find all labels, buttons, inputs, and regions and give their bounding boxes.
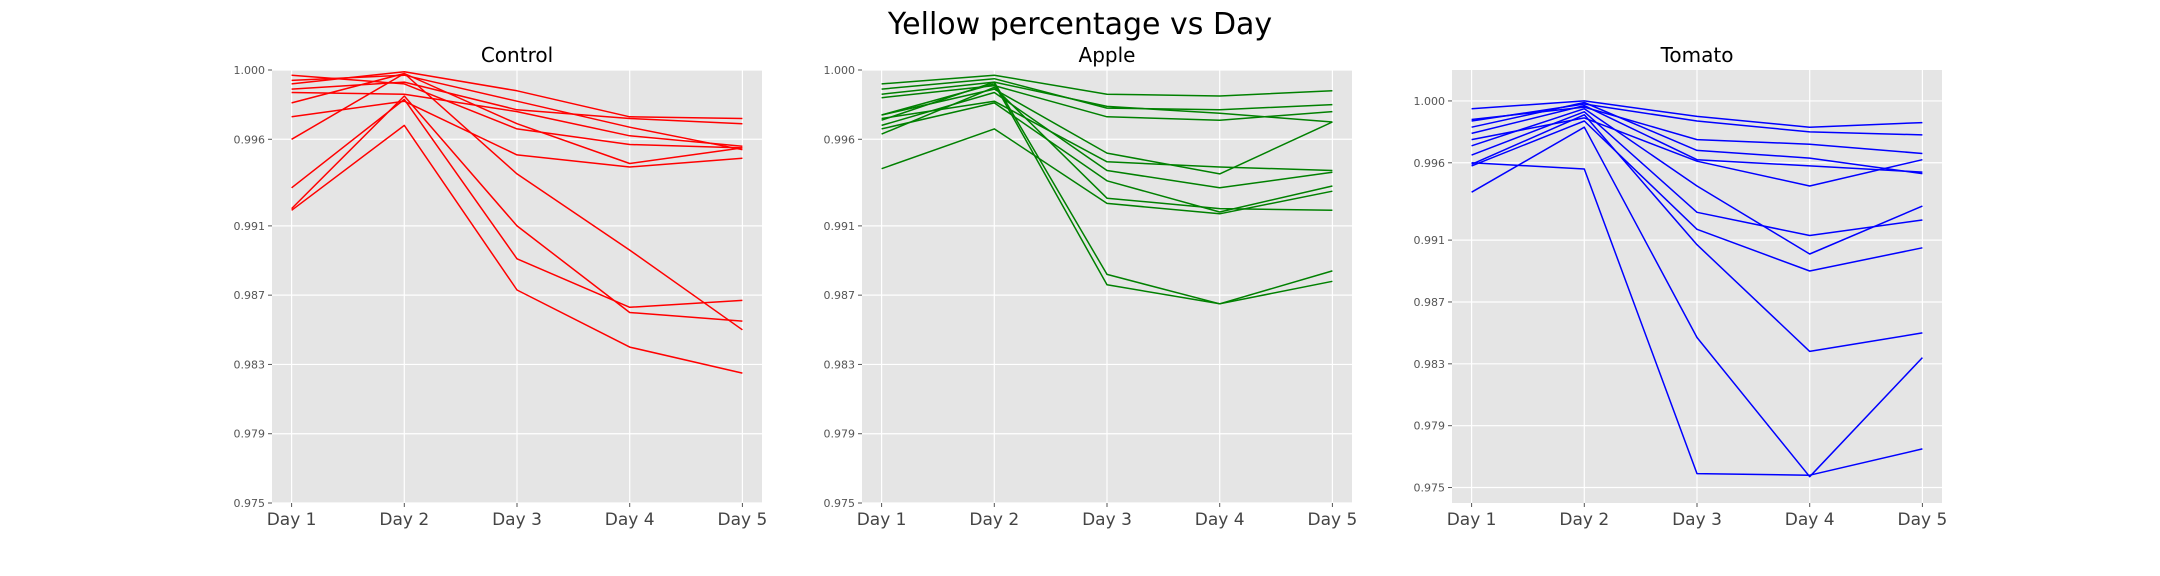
subplot-title: Apple <box>1079 43 1136 67</box>
y-tick-label: 1.000 <box>824 64 856 77</box>
series-group <box>881 74 1333 305</box>
series-line <box>881 100 1333 172</box>
series-line <box>291 70 743 120</box>
y-tick-label: 0.975 <box>1414 482 1446 495</box>
y-tick-label: 0.991 <box>1414 234 1446 247</box>
series-line <box>291 74 743 151</box>
y-tick-label: 0.996 <box>1414 157 1446 170</box>
series-line <box>1471 117 1923 187</box>
x-tick-label: Day 5 <box>718 510 768 530</box>
series-line <box>291 95 743 322</box>
series-line <box>1471 107 1923 255</box>
x-tick-label: Day 2 <box>379 510 429 530</box>
x-tick-label: Day 4 <box>1785 510 1835 530</box>
series-group <box>1471 100 1923 478</box>
series-line <box>881 88 1333 175</box>
y-tick-label: 0.987 <box>1414 296 1446 309</box>
y-tick-label: 1.000 <box>234 64 266 77</box>
series-line <box>291 100 743 168</box>
subplot-title: Tomato <box>1660 43 1734 67</box>
series-line <box>881 77 1333 111</box>
series-line <box>291 72 743 331</box>
series-line <box>881 81 1333 123</box>
x-tick-label: Day 1 <box>267 510 317 530</box>
series-line <box>291 81 743 125</box>
y-tick-label: 0.983 <box>1414 358 1446 371</box>
x-tick-label: Day 1 <box>857 510 907 530</box>
series-line <box>1471 101 1923 175</box>
x-tick-label: Day 2 <box>969 510 1019 530</box>
series-line <box>291 124 743 374</box>
series-line <box>291 72 743 165</box>
y-tick-label: 0.983 <box>824 358 856 371</box>
series-line <box>881 74 1333 97</box>
series-line <box>881 84 1333 121</box>
series-group <box>291 70 743 374</box>
subplot-apple: Apple 0.975 0.979 0.983 0.987 0.991 0.996 1.000… <box>824 43 1358 530</box>
x-tick-label: Day 5 <box>1898 510 1948 530</box>
series-line <box>1471 100 1923 128</box>
x-tick-label: Day 1 <box>1447 510 1497 530</box>
series-line <box>881 86 1333 212</box>
series-line <box>1471 103 1923 136</box>
series-line <box>1471 126 1923 478</box>
y-tick-label: 0.987 <box>824 289 856 302</box>
y-tick-label: 0.987 <box>234 289 266 302</box>
series-line <box>1471 114 1923 353</box>
figure-title: Yellow percentage vs Day <box>887 7 1272 42</box>
subplot-tomato: Tomato 0.975 0.979 0.983 0.987 0.991 0.996 1.00… <box>1414 43 1948 530</box>
series-line <box>1471 162 1923 476</box>
y-tick-label: 1.000 <box>1414 95 1446 108</box>
series-line <box>1471 111 1923 237</box>
subplot-title: Control <box>481 43 553 67</box>
x-tick-label: Day 4 <box>605 510 655 530</box>
series-line <box>881 102 1333 213</box>
x-tick-label: Day 3 <box>1672 510 1722 530</box>
series-line <box>291 98 743 309</box>
subplot-control: Control 0.975 0.979 0.983 0.987 0.991 0.996 1.0… <box>234 43 768 530</box>
series-line <box>291 74 743 149</box>
x-tick-label: Day 3 <box>492 510 542 530</box>
y-tick-label: 0.979 <box>824 428 856 441</box>
y-tick-label: 0.975 <box>824 497 856 510</box>
x-tick-label: Day 4 <box>1195 510 1245 530</box>
subplots: Control 0.975 0.979 0.983 0.987 0.991 0.996 1.0… <box>234 43 1948 530</box>
series-line <box>1471 104 1923 173</box>
y-tick-label: 0.996 <box>824 133 856 146</box>
y-tick-label: 0.983 <box>234 358 266 371</box>
series-line <box>881 83 1333 305</box>
x-tick-label: Day 3 <box>1082 510 1132 530</box>
series-line <box>881 128 1333 215</box>
series-line <box>1471 120 1923 272</box>
y-tick-label: 0.996 <box>234 133 266 146</box>
y-tick-label: 0.991 <box>234 220 266 233</box>
y-tick-label: 0.975 <box>234 497 266 510</box>
x-tick-label: Day 2 <box>1559 510 1609 530</box>
x-tick-label: Day 5 <box>1308 510 1358 530</box>
y-tick-label: 0.979 <box>234 428 266 441</box>
y-tick-label: 0.991 <box>824 220 856 233</box>
y-tick-label: 0.979 <box>1414 420 1446 433</box>
series-line <box>291 91 743 147</box>
